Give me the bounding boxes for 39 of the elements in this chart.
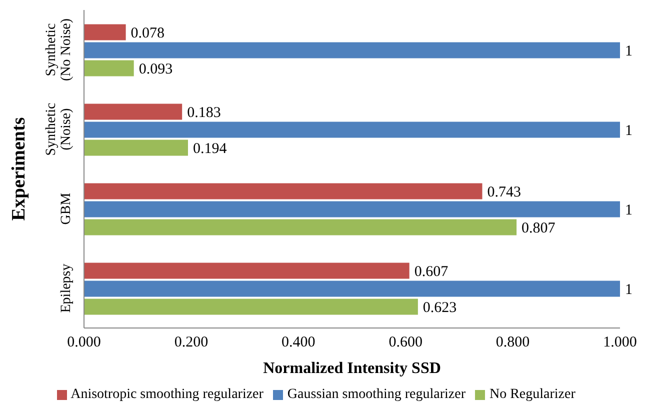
bar [84, 280, 620, 297]
bar [84, 104, 182, 120]
legend-label: Gaussian smoothing regularizer [287, 387, 466, 402]
x-tick-label: 0.400 [282, 334, 316, 351]
data-label: 0.743 [487, 184, 521, 201]
data-label: 1 [625, 44, 632, 60]
data-label: 0.183 [187, 105, 221, 122]
bar [84, 298, 418, 315]
y-tick-label: Synthetic (Noise) [44, 102, 74, 156]
data-label: 1 [625, 282, 632, 298]
bar [84, 24, 126, 40]
bar [84, 201, 620, 218]
data-label: 0.093 [138, 62, 173, 78]
bar [84, 140, 188, 156]
bar [84, 42, 620, 58]
data-label: 0.607 [414, 264, 449, 280]
legend-label: No Regularizer [489, 387, 576, 402]
x-tick-label: 0.600 [388, 334, 422, 351]
legend-label: Anisotropic smoothing regularizer [70, 387, 264, 402]
x-axis-title: Normalized Intensity SSD [263, 360, 441, 377]
y-tick-label: Synthetic (No Noise) [44, 18, 74, 82]
x-tick-label: 0.800 [496, 334, 530, 351]
y-tick-label: Epilepsy [59, 264, 74, 313]
data-label: 0.194 [192, 141, 228, 158]
data-label: 1 [625, 123, 632, 140]
x-tick-label: 0.200 [174, 334, 208, 351]
x-tick-label: 1.000 [603, 334, 637, 351]
data-label: 1 [625, 202, 632, 219]
data-label: 0.078 [130, 26, 165, 42]
y-axis-title: Experiments [8, 117, 30, 221]
data-label: 0.807 [522, 220, 556, 237]
data-label: 0.623 [422, 300, 457, 316]
y-tick-label: GBM [59, 192, 74, 225]
bar [84, 183, 482, 200]
bar [84, 219, 517, 236]
bar [84, 122, 620, 138]
x-tick-label: 0.000 [67, 334, 101, 351]
bar [84, 60, 134, 76]
bar [84, 262, 410, 279]
